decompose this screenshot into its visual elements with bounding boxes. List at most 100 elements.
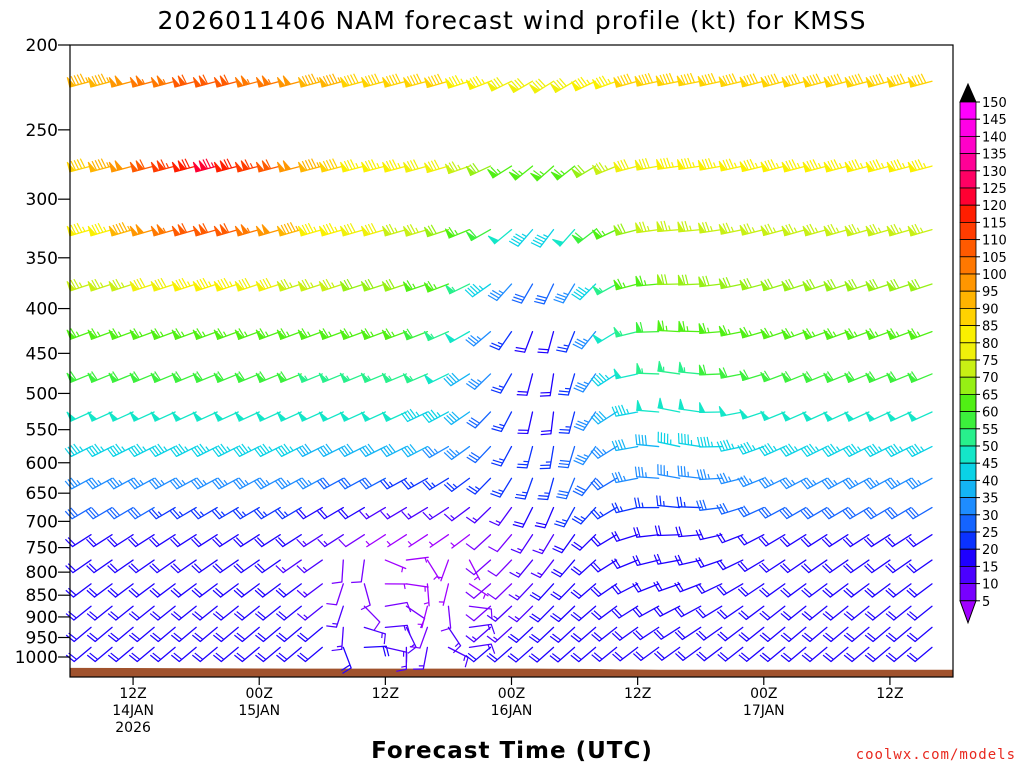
wind-barb: [87, 158, 113, 173]
barb-feather: [806, 75, 812, 86]
barb-feather: [406, 224, 413, 235]
barb-feather: [172, 537, 181, 546]
barb-half-feather: [584, 287, 590, 292]
barb-feather: [70, 328, 77, 338]
wind-barb: [907, 411, 933, 422]
barb-half-feather: [896, 479, 901, 485]
barb-feather: [131, 611, 140, 619]
barb-feather: [469, 78, 477, 88]
barb-feather: [490, 643, 496, 654]
wind-barb: [822, 646, 849, 663]
wind-barb: [540, 411, 555, 436]
barb-half-feather: [643, 280, 647, 286]
wind-barb: [213, 626, 239, 643]
barb-pennant: [739, 327, 749, 339]
barb-feather: [130, 479, 139, 488]
wind-barb: [886, 371, 912, 383]
wind-barb: [718, 367, 744, 379]
barb-feather: [343, 279, 350, 290]
colorbar-swatch: [959, 239, 977, 258]
wind-barb: [512, 506, 534, 528]
barb-feather: [468, 380, 478, 388]
barb-shaft: [323, 477, 344, 490]
barb-shaft: [217, 445, 239, 458]
barb-feather: [843, 634, 853, 642]
barb-feather: [443, 416, 452, 425]
barb-feather: [151, 446, 159, 456]
barb-half-feather: [184, 446, 189, 452]
barb-feather: [110, 652, 120, 660]
barb-shaft: [619, 626, 639, 641]
barb-half-feather: [307, 331, 311, 337]
barb-feather: [512, 523, 523, 528]
wind-barb: [677, 465, 702, 479]
barb-feather: [443, 377, 452, 387]
wind-barb: [739, 223, 765, 236]
barb-pennant: [552, 238, 565, 247]
barb-pennant: [114, 75, 124, 86]
wind-barb: [843, 646, 870, 663]
wind-barb: [465, 506, 492, 524]
barb-feather: [800, 480, 808, 490]
wind-barb: [885, 583, 912, 598]
barb-pennant: [698, 276, 706, 288]
barb-feather: [191, 589, 200, 598]
barb-shaft: [473, 559, 492, 576]
barb-feather: [152, 652, 162, 660]
wind-barb: [590, 506, 618, 520]
barb-feather: [743, 442, 750, 453]
wind-barb: [716, 502, 744, 515]
barb-shaft: [618, 605, 639, 619]
barb-shaft: [764, 477, 786, 489]
barb-half-feather: [811, 331, 816, 337]
barb-feather: [511, 299, 522, 304]
barb-feather: [257, 611, 267, 619]
barb-feather: [70, 507, 79, 516]
barb-pennant: [678, 398, 685, 411]
barb-half-feather: [645, 472, 647, 478]
barb-feather: [196, 279, 203, 290]
wind-barb: [537, 330, 555, 354]
barb-feather: [151, 509, 160, 518]
barb-feather: [707, 158, 713, 169]
barb-feather: [254, 565, 263, 574]
barb-feather: [328, 222, 335, 233]
barb-feather: [295, 480, 304, 490]
barb-half-feather: [75, 331, 80, 337]
wind-barb: [801, 626, 828, 643]
barb-feather: [888, 611, 897, 619]
barb-feather: [493, 78, 501, 88]
barb-pennant: [129, 76, 139, 88]
barb-feather: [70, 445, 78, 454]
wind-barb: [516, 445, 534, 469]
wind-barb: [590, 477, 618, 491]
barb-half-feather: [246, 78, 251, 85]
barb-feather: [719, 503, 726, 514]
barb-feather: [746, 441, 753, 452]
barb-feather: [148, 480, 157, 490]
barb-feather: [728, 73, 734, 84]
barb-feather: [746, 159, 752, 170]
barb-feather: [514, 349, 525, 353]
barb-pennant: [198, 160, 208, 171]
wind-barb: [192, 277, 218, 292]
barb-pennant: [886, 372, 897, 383]
barb-pennant: [760, 161, 770, 173]
barb-half-feather: [537, 572, 543, 576]
barb-shaft: [659, 605, 681, 617]
barb-feather: [403, 479, 412, 488]
wind-barb: [234, 328, 260, 340]
wind-barb: [296, 506, 323, 520]
barb-feather: [106, 447, 114, 457]
barb-shaft: [473, 583, 492, 599]
barb-shaft: [892, 559, 912, 574]
barb-feather: [112, 328, 119, 338]
barb-feather: [401, 511, 410, 520]
barb-shaft: [303, 534, 323, 548]
wind-barb: [516, 373, 534, 396]
barb-half-feather: [313, 226, 317, 232]
barb-feather: [337, 447, 346, 457]
wind-barb: [148, 477, 176, 490]
barb-feather: [788, 159, 795, 170]
barb-feather: [112, 224, 119, 235]
